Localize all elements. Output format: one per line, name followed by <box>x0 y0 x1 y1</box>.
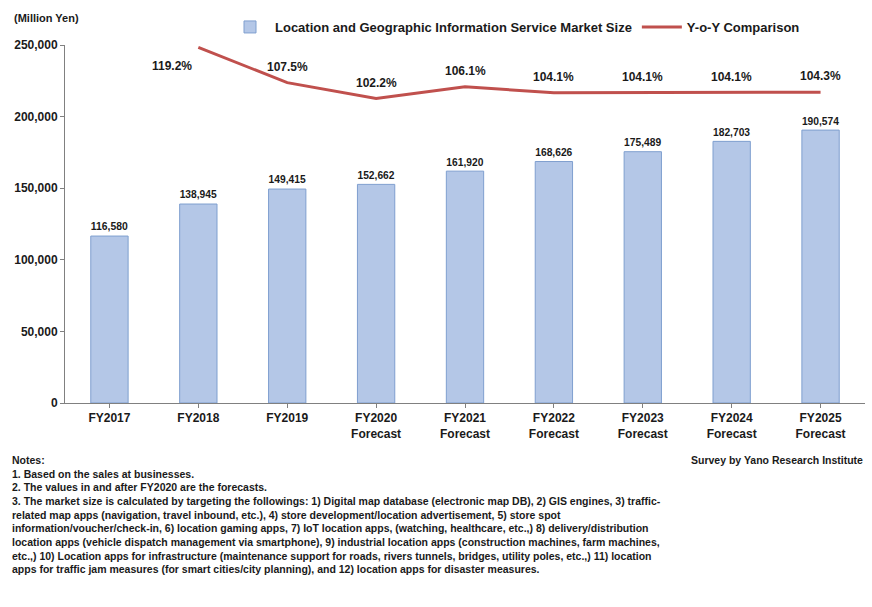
svg-text:104.1%: 104.1% <box>711 70 752 84</box>
svg-text:50,000: 50,000 <box>21 325 58 339</box>
svg-text:FY2023Forecast: FY2023Forecast <box>618 411 668 441</box>
svg-text:102.2%: 102.2% <box>356 76 397 90</box>
svg-text:149,415: 149,415 <box>269 174 306 185</box>
svg-text:Notes:1. Based on the sales at: Notes:1. Based on the sales at businesse… <box>12 454 661 575</box>
svg-text:FY2025Forecast: FY2025Forecast <box>796 411 846 441</box>
svg-text:106.1%: 106.1% <box>445 64 486 78</box>
svg-text:0: 0 <box>51 396 58 410</box>
svg-text:200,000: 200,000 <box>14 110 58 124</box>
svg-text:FY2024Forecast: FY2024Forecast <box>707 411 757 441</box>
svg-text:116,580: 116,580 <box>91 221 128 232</box>
svg-text:104.3%: 104.3% <box>800 69 841 83</box>
svg-text:119.2%: 119.2% <box>152 59 192 73</box>
svg-text:FY2020Forecast: FY2020Forecast <box>351 411 401 441</box>
svg-text:FY2019: FY2019 <box>266 411 308 425</box>
svg-text:150,000: 150,000 <box>14 181 58 195</box>
svg-text:104.1%: 104.1% <box>533 70 574 84</box>
svg-text:107.5%: 107.5% <box>267 60 308 74</box>
svg-text:(Million Yen): (Million Yen) <box>14 12 79 24</box>
svg-text:FY2017: FY2017 <box>88 411 130 425</box>
svg-text:175,489: 175,489 <box>624 137 661 148</box>
svg-text:FY2022Forecast: FY2022Forecast <box>529 411 579 441</box>
svg-text:138,945: 138,945 <box>180 189 217 200</box>
svg-text:168,626: 168,626 <box>535 147 572 158</box>
svg-text:Location and Geographic Inform: Location and Geographic Information Serv… <box>275 20 632 35</box>
svg-text:250,000: 250,000 <box>14 38 58 52</box>
svg-text:100,000: 100,000 <box>14 253 58 267</box>
svg-text:152,662: 152,662 <box>357 170 394 181</box>
svg-text:FY2021Forecast: FY2021Forecast <box>440 411 490 441</box>
svg-text:190,574: 190,574 <box>802 116 839 127</box>
svg-text:161,920: 161,920 <box>446 157 483 168</box>
svg-text:FY2018: FY2018 <box>177 411 219 425</box>
svg-text:Survey by Yano Research Instit: Survey by Yano Research Institute <box>691 454 863 466</box>
svg-text:182,703: 182,703 <box>713 127 750 138</box>
svg-text:104.1%: 104.1% <box>622 70 663 84</box>
svg-text:Y-o-Y Comparison: Y-o-Y Comparison <box>687 20 800 35</box>
